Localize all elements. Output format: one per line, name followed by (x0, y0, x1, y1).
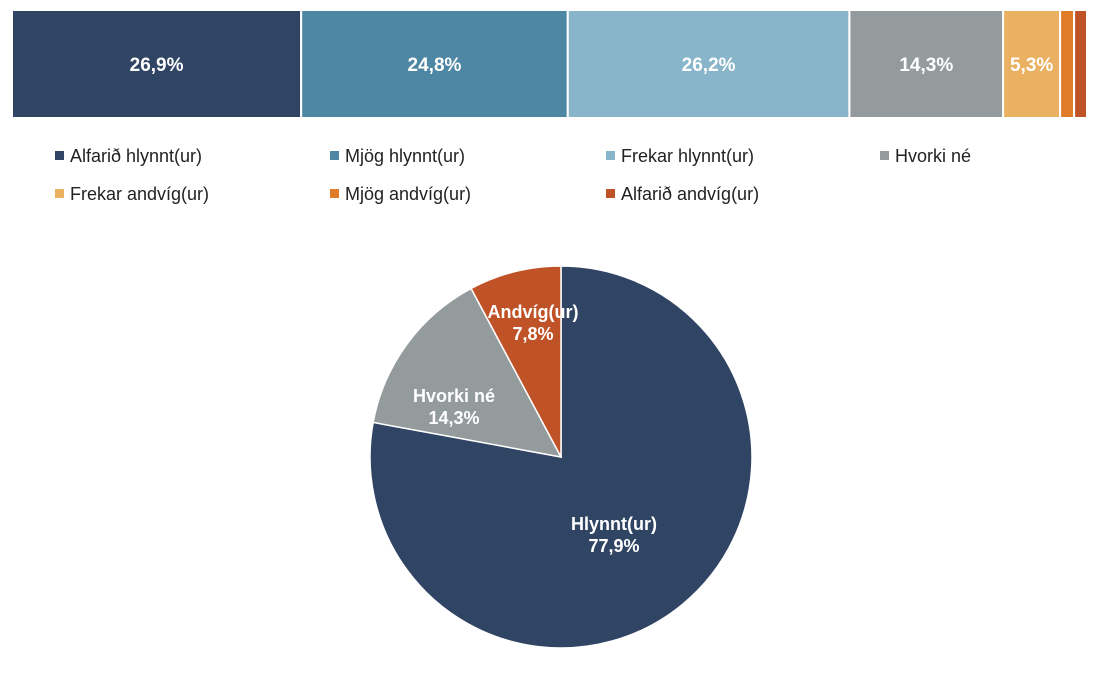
legend-label: Frekar andvíg(ur) (70, 184, 209, 204)
pie-slice (372, 287, 563, 459)
bar-data-label: 26,2% (682, 55, 736, 76)
bar-data-label: 5,3% (1010, 55, 1053, 76)
bar-segment (1059, 9, 1076, 119)
pie-slice-value: 7,8% (512, 324, 553, 344)
pie-slice (470, 265, 562, 458)
legend-marker (330, 189, 339, 198)
legend-marker (55, 189, 64, 198)
pie-slice-value: 14,3% (428, 408, 479, 428)
bar-segment (1073, 9, 1088, 119)
bar-data-label: 14,3% (899, 55, 953, 76)
legend-label: Mjög andvíg(ur) (345, 184, 471, 204)
legend-label: Frekar hlynnt(ur) (621, 146, 754, 166)
bar-data-label: 26,9% (130, 55, 184, 76)
bar-segment (11, 9, 303, 119)
bar-segment (566, 9, 851, 119)
legend-label: Hvorki né (895, 146, 971, 166)
legend-label: Alfarið andvíg(ur) (621, 184, 759, 204)
pie-slice-name: Andvíg(ur) (488, 302, 579, 322)
legend-marker (55, 151, 64, 160)
legend-marker (330, 151, 339, 160)
bar-segment (848, 9, 1005, 119)
pie-slice-name: Hvorki né (413, 386, 495, 406)
legend-label: Mjög hlynnt(ur) (345, 146, 465, 166)
bar-data-label: 24,8% (408, 55, 462, 76)
bar-segment (1002, 9, 1062, 119)
legend-marker (880, 151, 889, 160)
legend-marker (606, 151, 615, 160)
pie-slice (369, 265, 753, 649)
bar-segment (300, 9, 569, 119)
legend-marker (606, 189, 615, 198)
pie-slice-value: 77,9% (588, 536, 639, 556)
legend-label: Alfarið hlynnt(ur) (70, 146, 202, 166)
pie-slice-name: Hlynnt(ur) (571, 514, 657, 534)
